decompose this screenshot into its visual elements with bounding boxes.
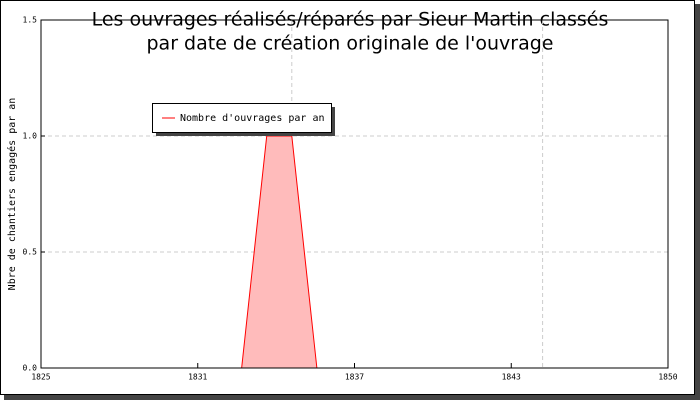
chart-title: par date de création originale de l'ouvr… [147,33,554,55]
y-tick-label: 1.0 [23,132,38,141]
y-axis-label: Nbre de chantiers engagés par an [6,98,18,291]
x-tick-label: 1850 [658,373,677,382]
y-tick-label: 1.5 [23,16,38,25]
x-tick-label: 1837 [345,373,364,382]
y-tick-label: 0.0 [23,364,38,373]
x-tick-label: 1843 [502,373,521,382]
x-tick-label: 1831 [188,373,207,382]
x-tick-label: 1825 [31,373,50,382]
frame [0,0,695,395]
y-tick-label: 0.5 [23,248,38,257]
legend [152,103,332,133]
legend-label: Nombre d'ouvrages par an [180,113,325,124]
